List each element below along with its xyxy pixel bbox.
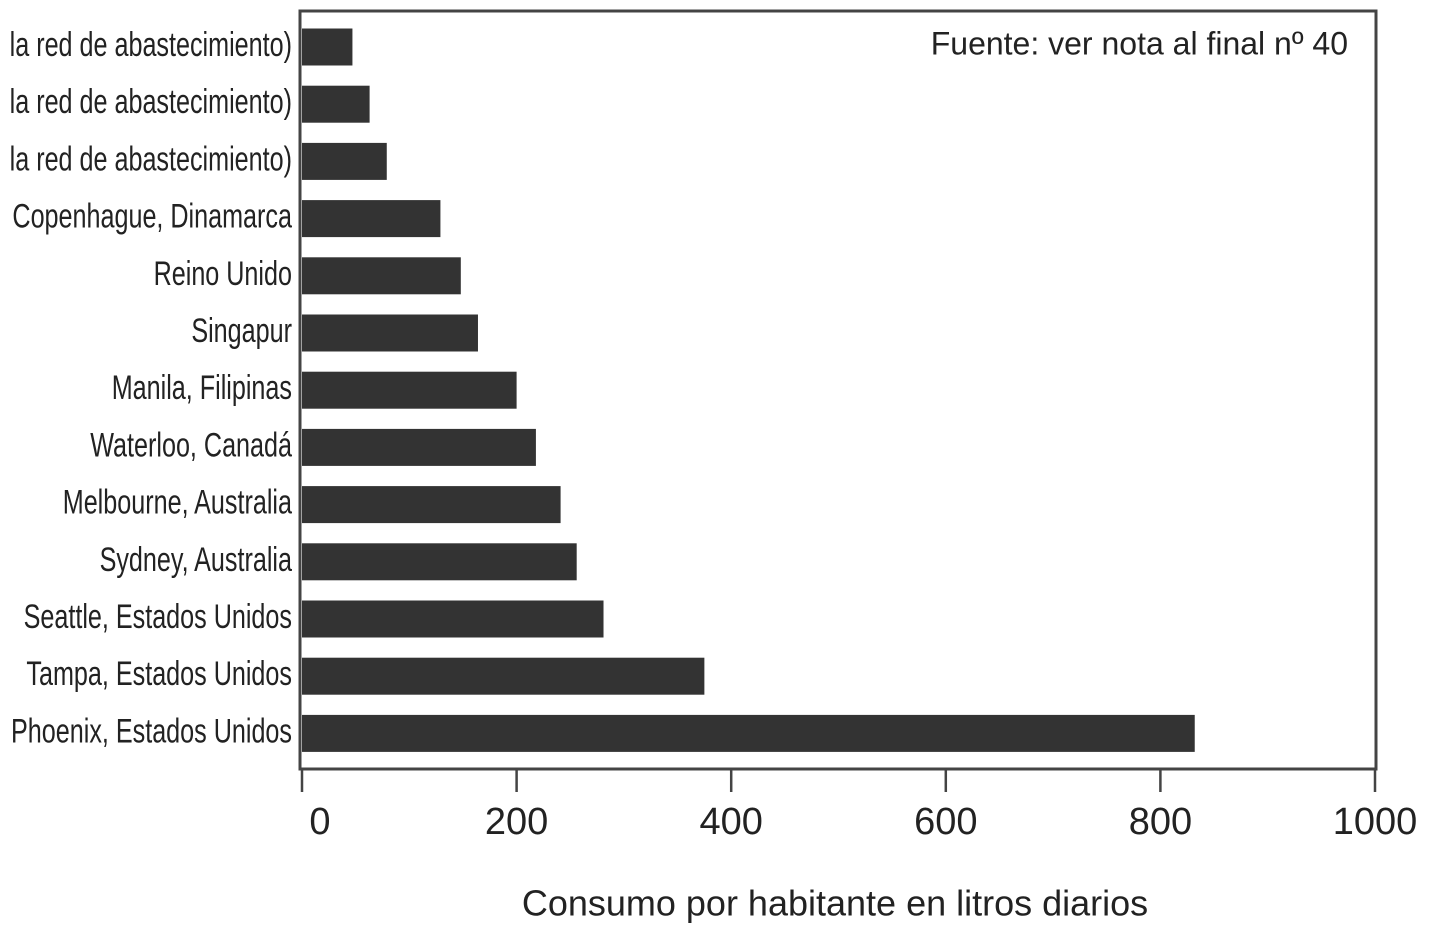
y-tick-label: Singapur (191, 312, 292, 350)
bar (302, 543, 577, 581)
x-tick-label: 0 (309, 801, 330, 843)
y-labels: la red de abastecimiento) la red de abast… (10, 26, 293, 750)
bar (302, 600, 604, 638)
bar (302, 257, 461, 295)
y-tick-label: Phoenix, Estados Unidos (11, 713, 292, 751)
x-tick-label: 800 (1129, 801, 1192, 843)
bar (302, 314, 478, 352)
x-tick-label: 400 (699, 801, 762, 843)
x-axis-title: Consumo por habitante en litros diarios (522, 883, 1148, 924)
bar (302, 657, 705, 695)
bar (302, 85, 370, 123)
bar (302, 486, 561, 524)
bar (302, 200, 441, 238)
bar (302, 28, 353, 66)
bar (302, 142, 387, 180)
y-tick-label: Reino Unido (154, 255, 292, 293)
y-tick-label: Copenhague, Dinamarca (12, 198, 292, 236)
y-tick-label: Tampa, Estados Unidos (26, 656, 292, 694)
x-tick-label: 600 (914, 801, 977, 843)
bar (302, 371, 517, 409)
y-tick-label: Waterloo, Canadá (90, 427, 292, 465)
y-tick-label: Melbourne, Australia (63, 484, 293, 522)
y-tick-label: Manila, Filipinas (112, 370, 292, 408)
plot-frame (298, 9, 1378, 771)
bar (302, 428, 536, 466)
y-tick-label: Seattle, Estados Unidos (24, 598, 292, 636)
bar (302, 714, 1195, 752)
y-tick-label: la red de abastecimiento) (10, 141, 292, 179)
x-tick-label: 1000 (1333, 801, 1418, 843)
y-tick-label: Sydney, Australia (100, 541, 293, 579)
y-tick-label: la red de abastecimiento) (10, 26, 292, 64)
y-tick-label: la red de abastecimiento) (10, 84, 292, 122)
annotation: Fuente: ver nota al final nº 40 (931, 25, 1348, 61)
x-tick-label: 200 (485, 801, 548, 843)
